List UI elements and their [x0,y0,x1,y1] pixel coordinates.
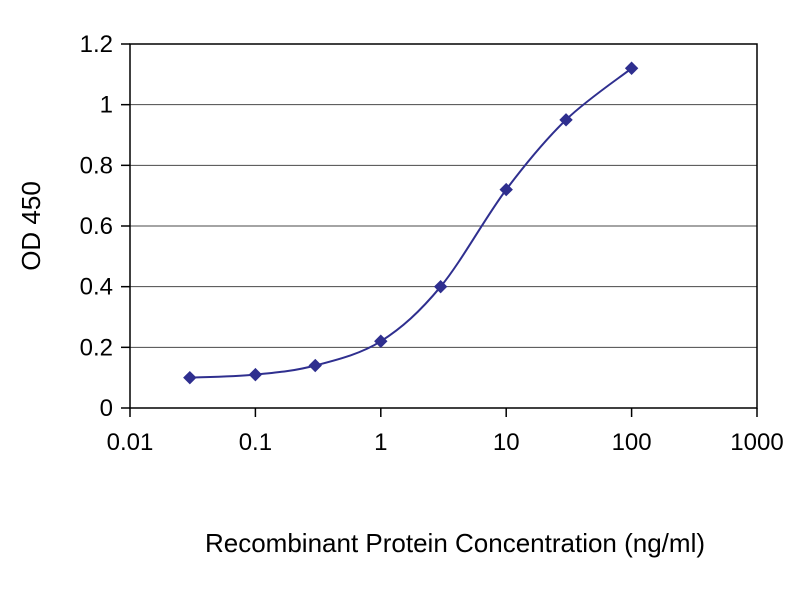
data-point-marker [374,334,388,348]
data-point-marker [308,358,322,373]
y-tick-label: 1.2 [80,31,113,58]
x-tick-label: 10 [493,429,520,456]
data-series [183,61,639,385]
x-tick-label: 0.1 [239,429,272,456]
x-tick-label: 1000 [730,429,783,456]
x-tick-label: 1 [374,429,387,456]
x-axis-title: Recombinant Protein Concentration (ng/ml… [205,528,705,558]
data-point-marker [499,182,513,197]
data-point-marker [433,279,448,294]
data-point-marker [248,367,263,382]
x-tick-labels: 0.01 0.1 1 10 100 1000 [107,429,784,456]
x-tick-label: 0.01 [107,429,154,456]
data-point-marker [183,370,197,385]
y-tick-labels: 0 0.2 0.4 0.6 0.8 1 1.2 [80,31,113,422]
y-tick-label: 0.6 [80,213,113,240]
data-point-marker [624,61,639,75]
y-tick-label: 1 [100,92,113,119]
axis-ticks [121,43,758,417]
y-axis-title: OD 450 [16,181,46,271]
data-point-marker [559,113,573,127]
y-tick-label: 0.2 [80,334,113,361]
y-tick-label: 0 [100,395,113,422]
gridlines [130,43,757,348]
y-tick-label: 0.8 [80,152,113,179]
x-tick-label: 100 [612,429,652,456]
y-tick-label: 0.4 [80,274,113,301]
